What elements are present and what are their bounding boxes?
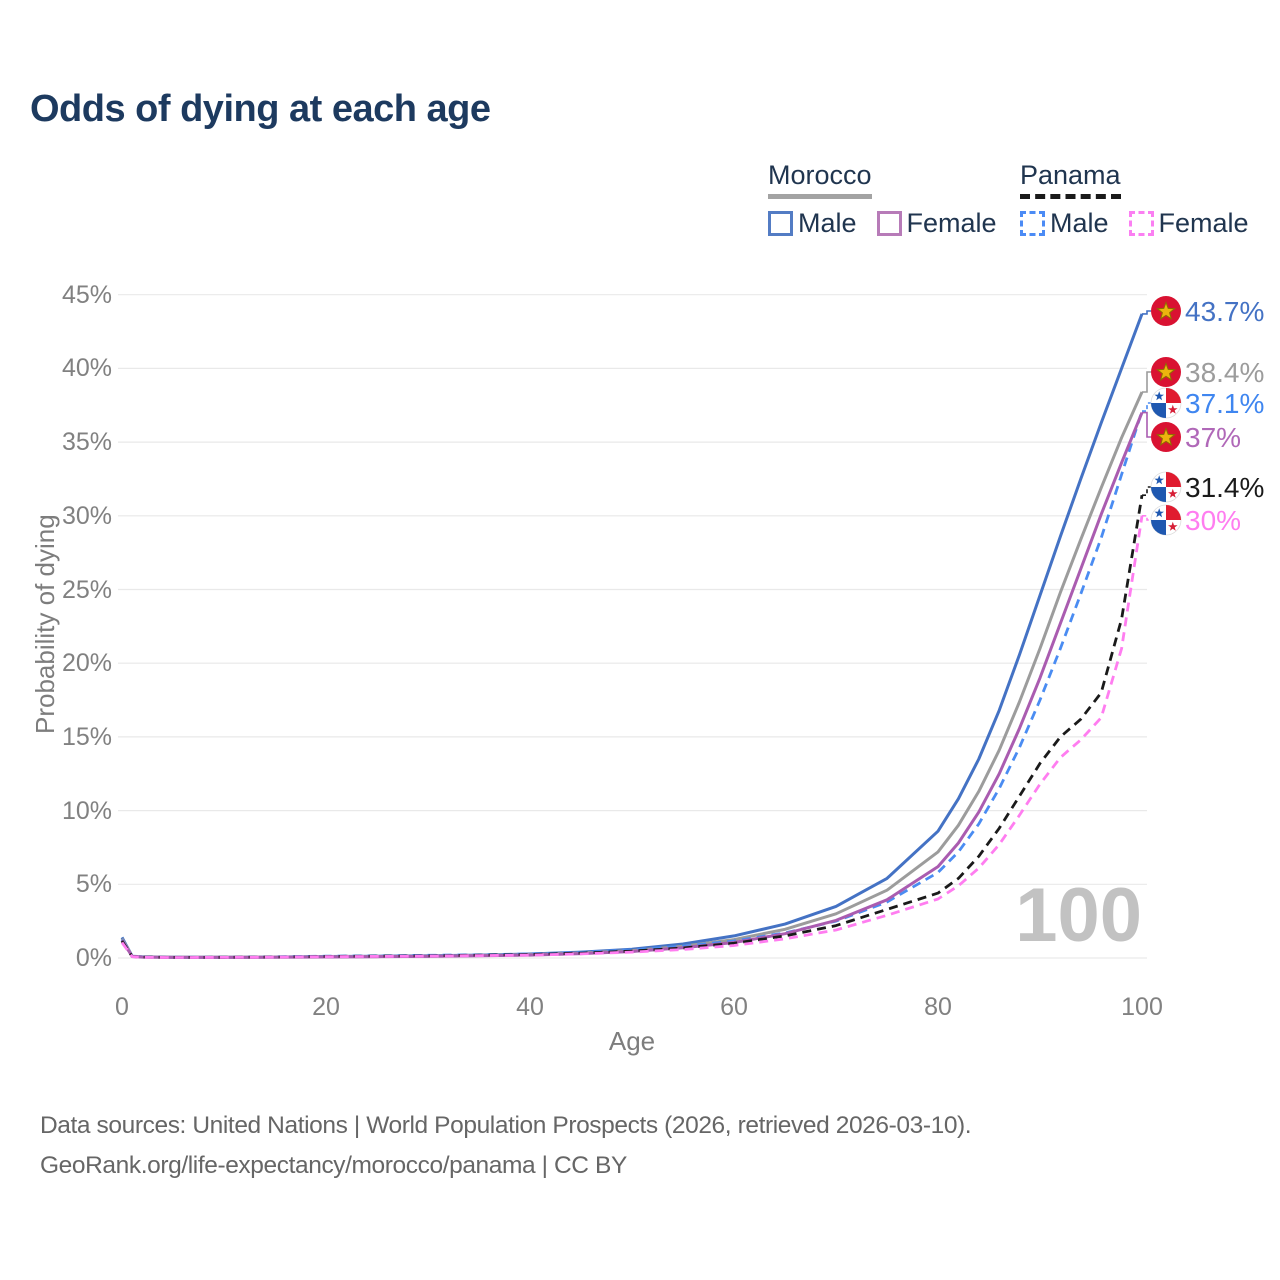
series-line-morocco-male	[120, 313, 1144, 959]
flag-star	[1154, 391, 1164, 401]
end-label: 37.1%	[1185, 388, 1264, 419]
flag-star	[1154, 475, 1164, 485]
flag-icon-panama	[1150, 471, 1182, 503]
x-tick-label: 60	[720, 993, 748, 1021]
flag-star	[1168, 521, 1178, 531]
x-tick-label: 100	[1121, 993, 1163, 1021]
legend-items-morocco: Male Female	[768, 208, 997, 239]
y-tick-label: 0%	[75, 944, 112, 972]
end-label: 43.7%	[1185, 296, 1264, 327]
flag-icon-morocco	[1151, 357, 1181, 387]
flag-star	[1154, 508, 1164, 518]
y-axis-title: Probability of dying	[30, 514, 60, 734]
x-tick-label: 40	[516, 993, 544, 1021]
label-connector	[1142, 402, 1151, 412]
series-line-panama-both	[120, 494, 1144, 959]
series-line-panama-female	[120, 515, 1144, 959]
footer: Data sources: United Nations | World Pop…	[40, 1106, 972, 1186]
label-connector	[1142, 371, 1151, 393]
legend-item-morocco-female[interactable]: Female	[876, 208, 997, 239]
age-watermark: 100	[1015, 873, 1142, 958]
legend-swatch-icon	[876, 211, 902, 236]
flag-icon-panama	[1150, 387, 1182, 419]
label-connector	[1142, 310, 1151, 315]
footer-link-line: GeoRank.org/life-expectancy/morocco/pana…	[40, 1152, 627, 1179]
flag-star	[1168, 404, 1178, 414]
legend-item-label: Female	[906, 208, 997, 238]
flag-star	[1156, 301, 1176, 320]
legend-item-panama-male[interactable]: Male	[1020, 208, 1109, 239]
flag-star	[1168, 488, 1178, 498]
flag-star	[1156, 427, 1176, 446]
end-label: 38.4%	[1185, 357, 1264, 388]
legend-swatch-icon	[1128, 211, 1154, 236]
y-tick-label: 40%	[61, 354, 112, 383]
y-tick-label: 10%	[61, 796, 112, 825]
legend-group-panama: Panama Male Female	[1020, 160, 1249, 239]
legend-group-morocco: Morocco Male Female	[768, 160, 997, 239]
y-tick-label: 15%	[61, 722, 112, 751]
flag-icon-morocco	[1151, 296, 1181, 326]
legend-item-label: Male	[1050, 208, 1109, 238]
y-tick-label: 35%	[61, 428, 112, 457]
y-tick-label: 25%	[61, 575, 112, 604]
legend-group-title-morocco[interactable]: Morocco	[768, 160, 872, 199]
label-connector	[1142, 515, 1151, 521]
chart-canvas: 43.7% 38.4%37.1%37% 31.4%30%	[118, 294, 1264, 959]
legend-item-panama-female[interactable]: Female	[1128, 208, 1249, 239]
legend-item-label: Female	[1158, 208, 1249, 238]
y-tick-label: 45%	[61, 280, 112, 309]
y-tick-label: 20%	[61, 649, 112, 678]
flag-icon-panama	[1150, 504, 1182, 536]
end-label: 30%	[1185, 505, 1241, 536]
series-line-panama-male	[120, 410, 1144, 959]
x-tick-label: 20	[312, 993, 340, 1021]
legend-swatch-icon	[1020, 211, 1045, 236]
series-line-morocco-female	[120, 412, 1144, 959]
chart-title: Odds of dying at each age	[30, 88, 491, 130]
flag-icon-morocco	[1151, 422, 1181, 452]
flag-star	[1156, 362, 1176, 381]
end-label: 31.4%	[1185, 472, 1264, 503]
label-connector	[1142, 486, 1151, 496]
y-tick-label: 5%	[75, 870, 112, 899]
legend-swatch-icon	[768, 211, 793, 236]
end-label: 37%	[1185, 422, 1241, 453]
footer-source-line: Data sources: United Nations | World Pop…	[40, 1112, 972, 1139]
y-tick-label: 30%	[61, 501, 112, 530]
legend-item-morocco-male[interactable]: Male	[768, 208, 857, 239]
label-connector	[1142, 411, 1151, 438]
legend-group-title-panama[interactable]: Panama	[1020, 160, 1121, 199]
x-tick-label: 0	[115, 993, 129, 1021]
legend-items-panama: Male Female	[1020, 208, 1249, 239]
series-line-morocco-both	[120, 391, 1144, 959]
legend-item-label: Male	[798, 208, 857, 238]
x-axis-title: Age	[608, 1026, 656, 1056]
x-tick-label: 80	[924, 993, 952, 1021]
